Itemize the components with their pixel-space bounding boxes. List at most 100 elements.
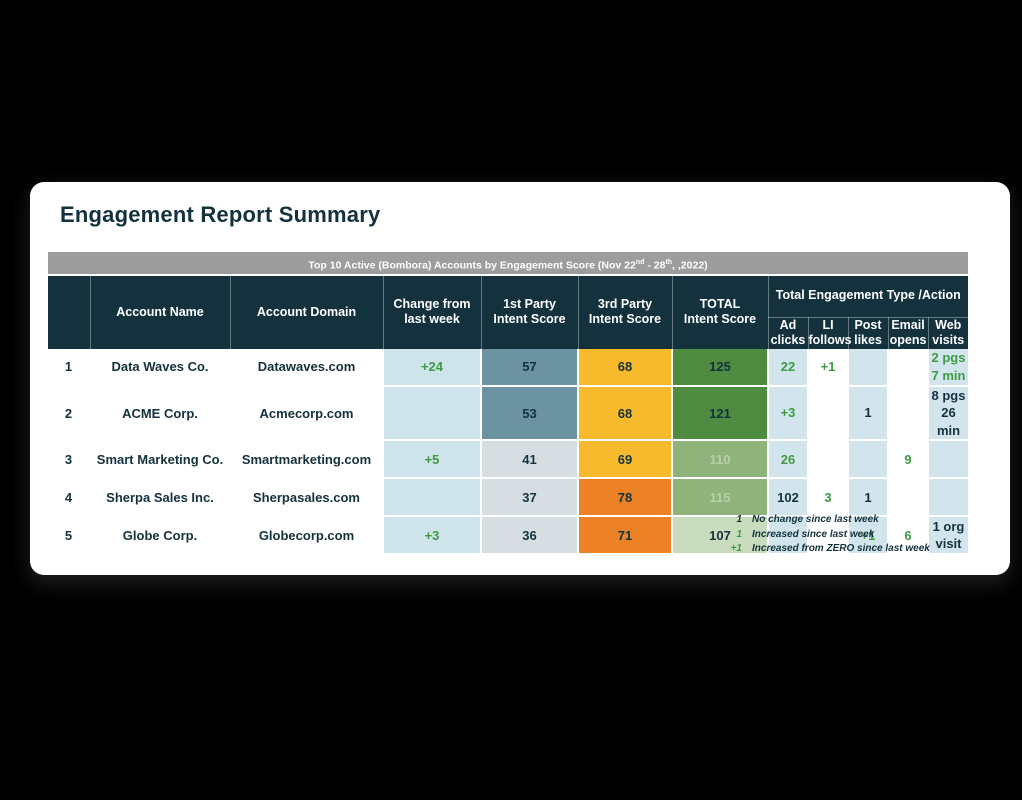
table-row: 5 Globe Corp. Globecorp.com +3 36 71 107 +1 6 1 o…	[48, 516, 968, 556]
third-party-score-cell: 69	[578, 440, 673, 480]
rank-cell: 1	[48, 348, 91, 387]
total-score-cell: 107	[672, 516, 769, 556]
account-name-cell: Sherpa Sales Inc.	[90, 478, 231, 518]
col-header-engagement-group: Total Engagement Type /Action	[768, 276, 968, 318]
legend-item: 1 No change since last week	[722, 514, 962, 529]
col-header-ad-clicks: Ad clicks	[768, 317, 809, 349]
account-name-cell: ACME Corp.	[90, 385, 231, 442]
legend-text: No change since last week	[752, 514, 879, 525]
account-domain-cell: Datawaves.com	[230, 348, 384, 387]
engagement-cell-ad-clicks: 102	[768, 478, 809, 518]
change-cell: +5	[383, 440, 482, 480]
col-header-post-likes: Post likes	[848, 317, 889, 349]
header-row-main: Account Name Account Domain Change from …	[48, 276, 968, 349]
total-score-cell: 125	[672, 348, 769, 387]
rank-cell: 4	[48, 478, 91, 518]
col-header-total: TOTAL Intent Score	[672, 276, 769, 349]
engagement-cell-ad-clicks: 22	[768, 348, 809, 387]
table-body: 1 Data Waves Co. Datawaves.com +24 57 68 125 22…	[48, 348, 968, 556]
change-cell	[383, 385, 482, 442]
account-domain-cell: Sherpasales.com	[230, 478, 384, 518]
account-domain-cell: Acmecorp.com	[230, 385, 384, 442]
change-cell: +24	[383, 348, 482, 387]
account-name-cell: Data Waves Co.	[90, 348, 231, 387]
rank-cell: 5	[48, 516, 91, 556]
engagement-cell-ad-clicks: +3	[768, 385, 809, 442]
engagement-cell-post-likes: +1	[848, 516, 889, 556]
col-header-rank	[48, 276, 91, 349]
engagement-cell-li-follows: +1	[808, 348, 849, 387]
legend: 1 No change since last week 1 Increased sin…	[722, 514, 962, 558]
change-cell	[383, 478, 482, 518]
table-row: 2 ACME Corp. Acmecorp.com 53 68 121 +3 1 8 pgs 2…	[48, 385, 968, 442]
third-party-score-cell: 68	[578, 348, 673, 387]
change-cell: +3	[383, 516, 482, 556]
col-header-first-party: 1st Party Intent Score	[481, 276, 579, 349]
banner-text: - 28	[644, 259, 666, 272]
engagement-cell-web-visits	[928, 478, 968, 518]
first-party-score-cell: 37	[481, 478, 579, 518]
engagement-cell-post-likes	[848, 440, 889, 480]
engagement-cell-web-visits: 1 org visit	[928, 516, 968, 556]
report-card: Engagement Report Summary Top 10 Active …	[30, 182, 1010, 575]
banner-text: Top 10 Active (Bombora) Accounts by Enga…	[308, 259, 636, 272]
banner-superscript: nd	[635, 259, 645, 266]
legend-text: Increased since last week	[752, 528, 875, 540]
rank-cell: 2	[48, 385, 91, 442]
legend-symbol: 1	[736, 514, 742, 525]
table-row: 4 Sherpa Sales Inc. Sherpasales.com 37 78 115…	[48, 478, 968, 518]
table-row: 3 Smart Marketing Co. Smartmarketing.com +5…	[48, 440, 968, 480]
legend-symbol: +1	[730, 543, 742, 554]
engagement-cell-li-follows	[808, 440, 849, 480]
third-party-score-cell: 71	[578, 516, 673, 556]
table-row: 1 Data Waves Co. Datawaves.com +24 57 68 125 22…	[48, 348, 968, 387]
first-party-score-cell: 36	[481, 516, 579, 556]
account-domain-cell: Smartmarketing.com	[230, 440, 384, 480]
rank-cell: 3	[48, 440, 91, 480]
engagement-table: Account Name Account Domain Change from …	[48, 276, 968, 556]
page-title: Engagement Report Summary	[60, 202, 381, 227]
table-caption-banner: Top 10 Active (Bombora) Accounts by Enga…	[48, 252, 968, 274]
col-header-change: Change from last week	[383, 276, 482, 349]
engagement-cell-li-follows	[808, 385, 849, 442]
header-row-sub: Ad clicks LI follows Post likes Email op…	[48, 317, 968, 349]
engagement-cell-web-visits: 8 pgs 26 min	[928, 385, 968, 442]
col-header-email-opens: Email opens	[888, 317, 929, 349]
account-name-cell: Globe Corp.	[90, 516, 231, 556]
engagement-cell-email-opens	[888, 385, 929, 442]
engagement-cell-email-opens: 9	[888, 440, 929, 480]
account-domain-cell: Globecorp.com	[230, 516, 384, 556]
first-party-score-cell: 57	[481, 348, 579, 387]
table-area: Top 10 Active (Bombora) Accounts by Enga…	[48, 252, 968, 556]
total-score-cell: 115	[672, 478, 769, 518]
table-header: Account Name Account Domain Change from …	[48, 276, 968, 349]
col-header-li-follows: LI follows	[808, 317, 852, 349]
third-party-score-cell: 68	[578, 385, 673, 442]
legend-symbol: 1	[736, 528, 742, 540]
engagement-cell-email-opens: 6	[888, 516, 929, 556]
banner-text: , ,2022)	[672, 259, 708, 272]
engagement-cell-li-follows	[808, 516, 849, 556]
first-party-score-cell: 53	[481, 385, 579, 442]
engagement-cell-post-likes: 1	[848, 478, 889, 518]
total-score-cell: 110	[672, 440, 769, 480]
engagement-cell-ad-clicks: 26	[768, 440, 809, 480]
engagement-cell-post-likes: 1	[848, 385, 889, 442]
total-score-cell: 121	[672, 385, 769, 442]
engagement-cell-web-visits: 2 pgs 7 min	[928, 348, 968, 387]
legend-item: +1 Increased from ZERO since last week	[722, 543, 962, 558]
account-name-cell: Smart Marketing Co.	[90, 440, 231, 480]
engagement-cell-li-follows: 3	[808, 478, 849, 518]
third-party-score-cell: 78	[578, 478, 673, 518]
col-header-web-visits: Web visits	[928, 317, 968, 349]
col-header-third-party: 3rd Party Intent Score	[578, 276, 673, 349]
col-header-account-domain: Account Domain	[230, 276, 384, 349]
engagement-cell-email-opens	[888, 478, 929, 518]
legend-text: Increased from ZERO since last week	[752, 543, 930, 554]
engagement-cell-email-opens	[888, 348, 929, 387]
first-party-score-cell: 41	[481, 440, 579, 480]
engagement-cell-post-likes	[848, 348, 889, 387]
engagement-cell-ad-clicks	[768, 516, 809, 556]
engagement-cell-web-visits	[928, 440, 968, 480]
banner-superscript: th	[665, 259, 673, 266]
